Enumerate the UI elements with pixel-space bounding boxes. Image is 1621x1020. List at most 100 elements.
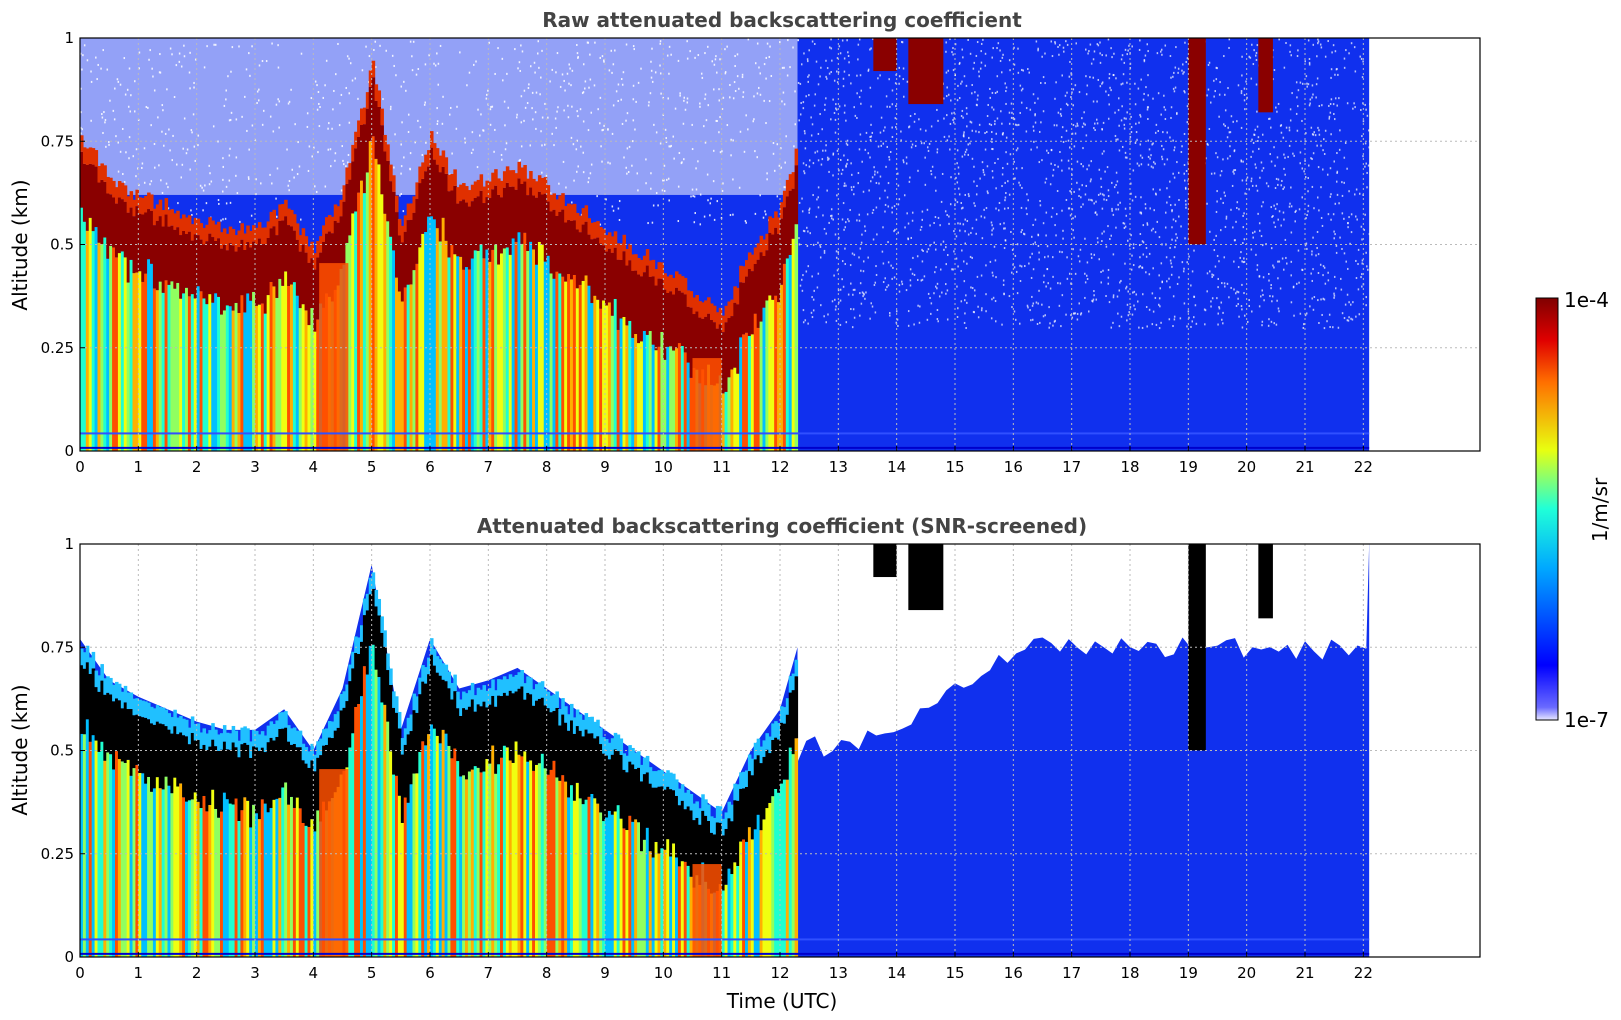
cloud-core-cell — [715, 328, 720, 384]
noise-cell — [1111, 181, 1113, 184]
cloud-core-cell — [637, 767, 641, 823]
noise-cell — [1099, 85, 1102, 88]
noise-cell — [1037, 302, 1039, 305]
cloud-edge-cell — [397, 711, 402, 729]
cloud-edge-cell — [263, 227, 268, 244]
cloud-edge-cell — [502, 171, 507, 188]
noise-cell — [975, 54, 978, 57]
x-tick-label: 8 — [542, 458, 552, 476]
cloud-core-cell — [479, 706, 484, 773]
noise-cell — [1078, 188, 1081, 191]
cloud-core-cell — [167, 729, 172, 786]
cloud-edge-cell — [578, 714, 583, 731]
cloud-edge-cell — [217, 734, 221, 751]
noise-cell — [1013, 46, 1015, 49]
noise-cell — [848, 74, 850, 77]
noise-cell — [1368, 140, 1371, 143]
cloud-edge-cell — [511, 676, 516, 694]
cloud-core-cell — [339, 216, 344, 269]
signal-column — [581, 804, 586, 957]
noise-cell — [1244, 108, 1246, 111]
noise-cell — [1358, 192, 1361, 195]
cloud-edge-cell — [794, 659, 799, 677]
noise-cell — [1159, 188, 1161, 191]
noise-cell — [1312, 93, 1314, 96]
signal-column — [669, 346, 673, 451]
cloud-core-cell — [467, 206, 472, 270]
cloud-edge-cell — [756, 738, 761, 756]
cloud-core-cell — [196, 739, 201, 802]
noise-cell — [957, 307, 959, 310]
noise-cell — [1367, 268, 1369, 271]
noise-cell — [1013, 310, 1016, 313]
noise-cell — [1049, 322, 1051, 325]
noise-cell — [1345, 260, 1347, 263]
cloud-core-cell — [616, 751, 621, 806]
noise-cell — [895, 321, 898, 324]
noise-cell — [1164, 44, 1167, 47]
noise-cell — [1084, 272, 1086, 275]
noise-cell — [1317, 42, 1319, 45]
noise-cell — [1093, 294, 1095, 297]
signal-column — [225, 305, 230, 451]
noise-cell — [1216, 200, 1218, 203]
cloud-core-cell — [287, 225, 291, 286]
cloud-core-cell — [138, 213, 142, 272]
noise-cell — [1169, 246, 1171, 249]
noise-cell — [1214, 265, 1217, 268]
noise-cell — [1311, 96, 1313, 99]
noise-cell — [1082, 122, 1085, 125]
noise-cell — [1230, 286, 1232, 289]
cloud-edge-cell — [389, 164, 393, 182]
cloud-edge-cell — [187, 727, 192, 745]
noise-cell — [1348, 190, 1350, 193]
cloud-edge-cell — [123, 685, 128, 703]
noise-cell — [1172, 87, 1175, 90]
noise-cell — [897, 172, 899, 175]
signal-column — [590, 303, 594, 451]
cloud-core-cell — [152, 225, 157, 289]
cloud-core-cell — [295, 239, 300, 296]
noise-cell — [858, 256, 860, 259]
noise-cell — [976, 275, 979, 278]
cloud-edge-cell — [374, 589, 379, 607]
cloud-core-cell — [564, 222, 568, 282]
noise-cell — [930, 169, 932, 172]
noise-cell — [1208, 128, 1211, 131]
noise-cell — [1256, 189, 1259, 192]
noise-cell — [1276, 203, 1278, 206]
signal-column — [424, 231, 428, 451]
cloud-core-cell — [491, 695, 495, 746]
noise-cell — [1229, 131, 1232, 134]
cloud-core-cell — [640, 276, 644, 342]
signal-column — [491, 249, 495, 451]
cloud-edge-cell — [619, 243, 624, 261]
signal-column — [164, 280, 169, 451]
noise-cell — [1173, 318, 1176, 321]
cloud-core-cell — [441, 679, 446, 730]
noise-cell — [805, 270, 808, 273]
noise-cell — [1343, 252, 1346, 255]
noise-cell — [1328, 115, 1331, 118]
noise-cell — [1290, 301, 1293, 304]
noise-cell — [1005, 102, 1007, 105]
noise-cell — [1090, 178, 1092, 181]
noise-cell — [1060, 114, 1063, 117]
cloud-core-cell — [672, 294, 676, 351]
noise-cell — [946, 214, 948, 217]
noise-cell — [884, 126, 886, 129]
noise-cell — [992, 148, 994, 151]
cloud-core-cell — [220, 749, 224, 812]
signal-column — [374, 158, 379, 452]
signal-column — [500, 253, 504, 451]
cloud-edge-cell — [494, 690, 498, 707]
noise-cell — [930, 312, 932, 315]
cloud-edge-cell — [138, 197, 142, 214]
cloud-edge-cell — [138, 699, 142, 717]
noise-cell — [1283, 268, 1285, 271]
cloud-core-cell — [648, 276, 653, 332]
cloud-edge-cell — [126, 692, 131, 710]
noise-cell — [1335, 251, 1338, 254]
signal-column — [304, 825, 309, 957]
noise-cell — [812, 298, 815, 301]
